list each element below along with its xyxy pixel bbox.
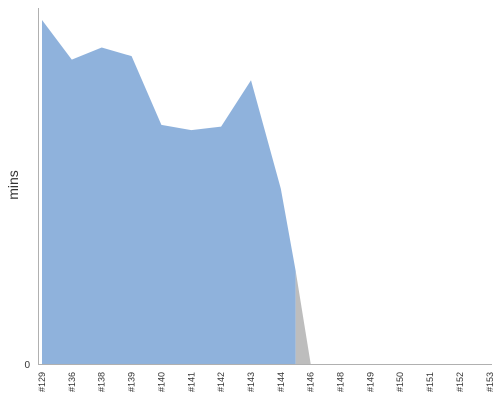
y-axis-label: mins (5, 170, 21, 200)
x-tick-label: #144 (276, 372, 286, 392)
x-tick-label: #146 (306, 372, 316, 392)
x-tick-label: #142 (216, 372, 226, 392)
y-tick-label: 0 (24, 360, 30, 371)
x-tick-label: #138 (97, 372, 107, 392)
x-tick-label: #143 (246, 372, 256, 392)
x-tick-label: #148 (336, 372, 346, 392)
x-tick-label: #151 (425, 372, 435, 392)
x-tick-label: #153 (485, 372, 495, 392)
x-tick-label: #152 (455, 372, 465, 392)
area-series-1 (295, 271, 311, 364)
area-series-0 (42, 20, 296, 364)
x-tick-label: #140 (156, 372, 166, 392)
x-tick-label: #136 (67, 372, 77, 392)
x-tick-label: #141 (186, 372, 196, 392)
x-tick-label: #129 (37, 372, 47, 392)
x-tick-label: #149 (365, 372, 375, 392)
x-tick-labels: #129 #136 #138 #139 #140 #141 #142 #143 #144 #146… (37, 372, 495, 392)
x-tick-label: #150 (395, 372, 405, 392)
chart-areas (42, 20, 311, 364)
x-tick-label: #139 (127, 372, 137, 392)
